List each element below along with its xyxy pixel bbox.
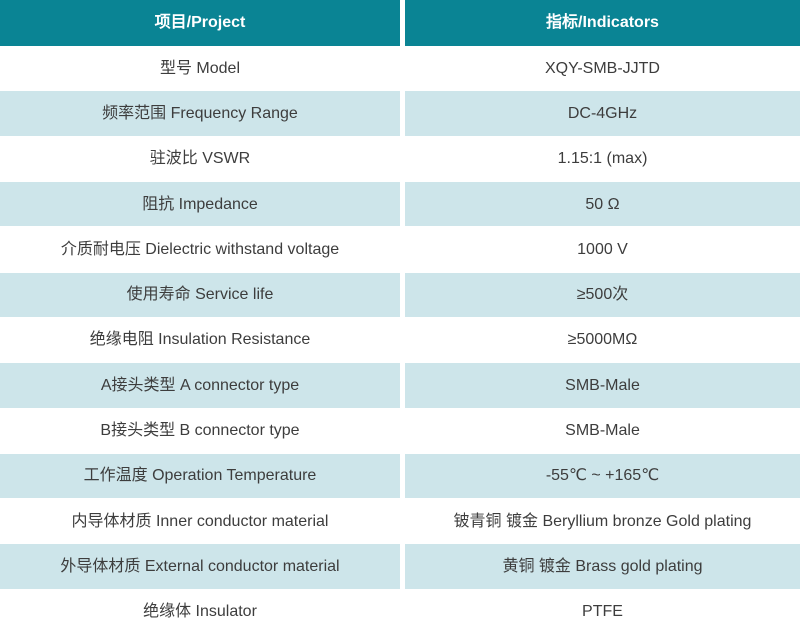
table-row: 绝缘电阻 Insulation Resistance ≥5000MΩ [0,317,800,363]
table-row: 介质耐电压 Dielectric withstand voltage 1000 V [0,227,800,272]
project-cell: 使用寿命 Service life [126,286,274,304]
indicator-cell: 黄铜 镀金 Brass gold plating [400,544,800,589]
project-cell: 外导体材质 External conductor material [60,558,340,575]
project-cell: 型号 Model [159,59,241,77]
indicator-cell: -55℃ ~ +165℃ [400,453,800,499]
project-cell: 频率范围 Frequency Range [102,104,298,122]
table-row: 绝缘体 Insulator PTFE [0,589,800,634]
project-cell: 介质耐电压 Dielectric withstand voltage [60,240,340,258]
indicator-cell: PTFE [400,589,800,634]
indicator-cell: 1.15:1 (max) [400,136,800,181]
indicator-cell: 50 Ω [400,181,800,227]
header-cell-project: 项目/Project [154,14,246,32]
table-row: 驻波比 VSWR 1.15:1 (max) [0,136,800,181]
indicator-cell: ≥500次 [400,272,800,317]
project-cell: B接头类型 B connector type [100,422,300,440]
project-cell: 阻抗 Impedance [142,195,258,213]
header-cell-indicators: 指标/Indicators [400,0,800,46]
project-cell: 工作温度 Operation Temperature [83,467,317,485]
indicator-cell: SMB-Male [400,363,800,408]
project-cell: 内导体材质 Inner conductor material [71,512,329,530]
indicator-cell: 1000 V [400,227,800,272]
table-row: 工作温度 Operation Temperature -55℃ ~ +165℃ [0,452,800,500]
indicator-cell: 铍青铜 镀金 Beryllium bronze Gold plating [400,499,800,544]
table-body: 型号 Model XQY-SMB-JJTD 频率范围 Frequency Range… [0,46,800,634]
project-cell: A接头类型 A connector type [100,376,300,394]
table-row: 使用寿命 Service life ≥500次 [0,271,800,318]
table-row: B接头类型 B connector type SMB-Male [0,408,800,453]
project-cell: 绝缘体 Insulator [143,603,257,621]
indicator-cell: DC-4GHz [400,91,800,136]
indicator-cell: XQY-SMB-JJTD [400,46,800,91]
table-row: A接头类型 A connector type SMB-Male [0,362,800,409]
table-row: 频率范围 Frequency Range DC-4GHz [0,90,800,137]
table-header-row: 项目/Project 指标/Indicators [0,0,800,46]
table-row: 内导体材质 Inner conductor material 铍青铜 镀金 Ber… [0,499,800,544]
project-cell: 绝缘电阻 Insulation Resistance [89,331,311,349]
table-row: 阻抗 Impedance 50 Ω [0,180,800,228]
indicator-cell: SMB-Male [400,408,800,453]
table-row: 型号 Model XQY-SMB-JJTD [0,46,800,91]
table-row: 外导体材质 External conductor material 黄铜 镀金 B… [0,543,800,590]
indicator-cell: ≥5000MΩ [400,317,800,363]
project-cell: 驻波比 VSWR [149,150,251,168]
